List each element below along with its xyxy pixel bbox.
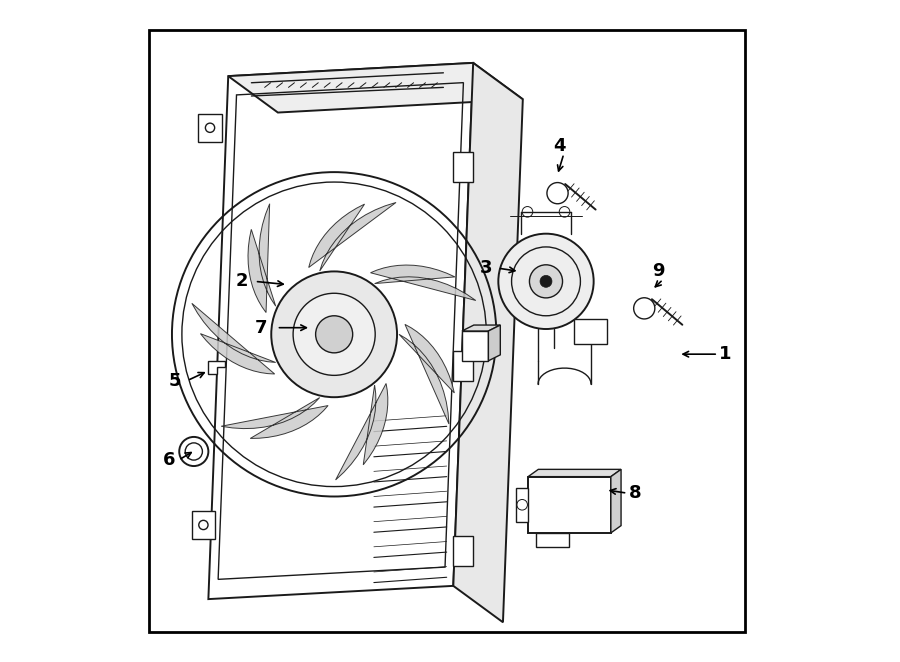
FancyBboxPatch shape [148, 30, 744, 632]
Polygon shape [611, 469, 621, 533]
Polygon shape [192, 303, 275, 374]
Polygon shape [229, 63, 523, 113]
Circle shape [547, 183, 568, 204]
Text: 4: 4 [553, 136, 565, 155]
Polygon shape [209, 63, 473, 599]
Polygon shape [198, 114, 221, 142]
Polygon shape [536, 533, 570, 547]
Circle shape [179, 437, 209, 466]
FancyBboxPatch shape [574, 319, 607, 344]
Polygon shape [454, 351, 473, 381]
Circle shape [634, 298, 655, 319]
Circle shape [499, 234, 594, 329]
Polygon shape [221, 398, 328, 438]
Circle shape [529, 265, 562, 298]
Polygon shape [248, 204, 275, 312]
Polygon shape [462, 331, 489, 361]
Text: 9: 9 [652, 262, 665, 281]
Polygon shape [336, 383, 388, 480]
Text: 7: 7 [255, 318, 267, 337]
Polygon shape [209, 361, 225, 374]
Text: 8: 8 [629, 484, 642, 502]
Polygon shape [528, 477, 611, 533]
Polygon shape [489, 325, 500, 361]
Polygon shape [462, 325, 500, 331]
Text: 1: 1 [718, 345, 731, 363]
Polygon shape [517, 488, 528, 522]
Text: 2: 2 [235, 272, 248, 291]
Polygon shape [454, 152, 473, 182]
Circle shape [293, 293, 375, 375]
Circle shape [540, 275, 552, 287]
Circle shape [271, 271, 397, 397]
Polygon shape [371, 265, 476, 301]
Polygon shape [309, 203, 396, 271]
Polygon shape [454, 536, 473, 566]
Circle shape [316, 316, 353, 353]
Text: 3: 3 [481, 259, 492, 277]
Polygon shape [192, 511, 215, 539]
Text: 5: 5 [169, 371, 182, 390]
Polygon shape [528, 469, 621, 477]
Text: 6: 6 [162, 451, 175, 469]
Polygon shape [399, 324, 454, 424]
Polygon shape [454, 63, 523, 622]
